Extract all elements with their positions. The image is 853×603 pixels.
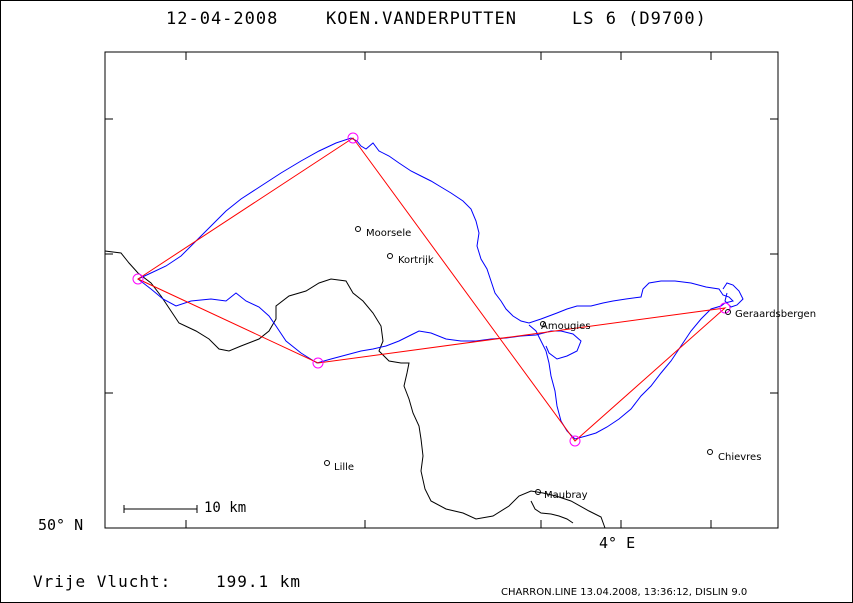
turnpoint-marker [312, 357, 324, 369]
turnpoint-marker [132, 273, 144, 285]
place-marker [535, 489, 541, 495]
turnpoint-marker [719, 302, 731, 314]
scale-bar [123, 505, 198, 513]
turnpoint-marker [347, 132, 359, 144]
place-label: Moorsele [366, 228, 411, 239]
place-label: Lille [334, 462, 354, 473]
scale-label: 10 km [204, 500, 247, 516]
header-pilot: KOEN.VANDERPUTTEN [326, 9, 517, 29]
program-credit: CHARRON.LINE 13.04.2008, 13:36:12, DISLI… [501, 587, 748, 598]
plot-frame [104, 51, 779, 529]
place-marker [707, 449, 713, 455]
place-marker [725, 309, 731, 315]
turnpoint-marker [569, 435, 581, 447]
gps-track-west [137, 278, 582, 364]
border-line-detail [530, 500, 574, 524]
lon-axis-label: 4° E [599, 534, 636, 552]
place-label: Chievres [718, 452, 761, 463]
task-route [136, 137, 727, 442]
place-label: Geraardsbergen [735, 309, 816, 320]
place-label: Amougies [541, 321, 591, 332]
border-line [104, 250, 606, 529]
place-label: Maubray [544, 490, 588, 501]
header-glider: LS 6 (D9700) [572, 9, 707, 29]
header-date: 12-04-2008 [166, 9, 279, 29]
lat-axis-label: 50° N [38, 516, 84, 534]
place-marker [540, 321, 546, 327]
place-marker [355, 226, 361, 232]
flight-distance: 199.1 km [216, 572, 302, 591]
place-marker [324, 460, 330, 466]
axis-ticks [105, 52, 778, 529]
place-marker [387, 253, 393, 259]
gps-track [137, 137, 734, 440]
flight-type-label: Vrije Vlucht: [33, 572, 172, 591]
place-label: Kortrijk [398, 255, 434, 266]
